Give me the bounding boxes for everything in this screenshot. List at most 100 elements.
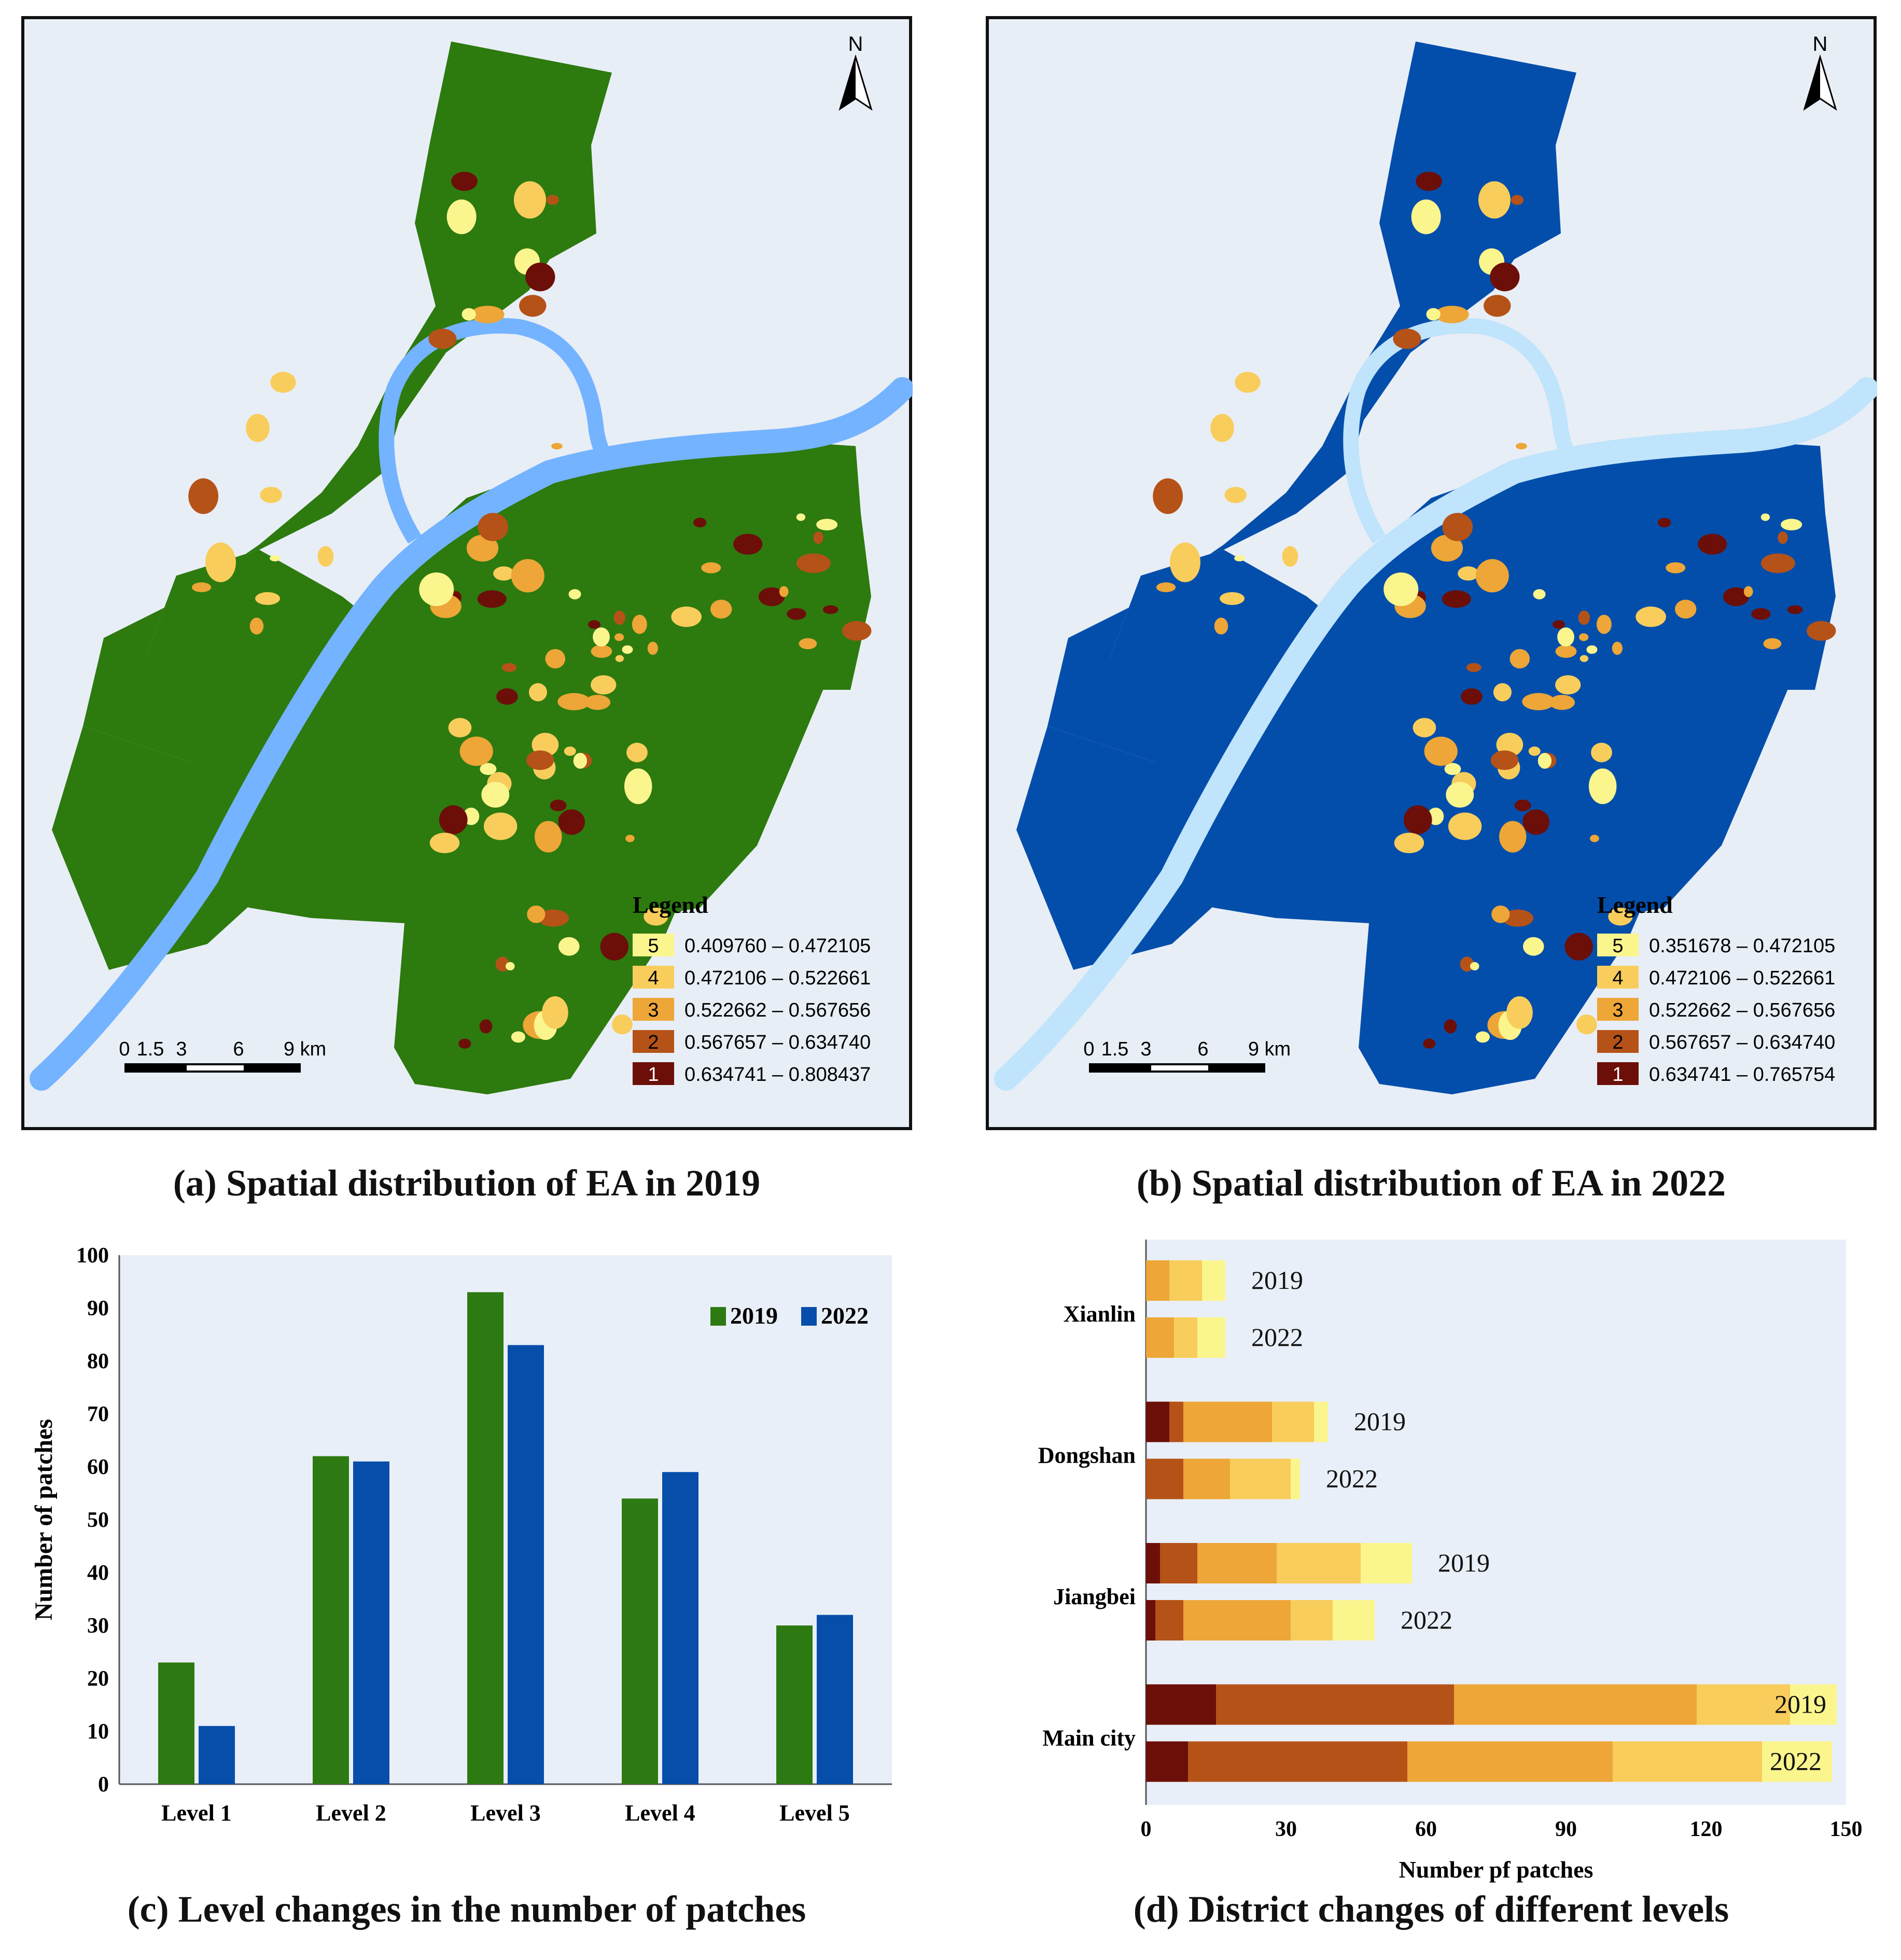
ea-patch: [624, 768, 652, 804]
ea-patch: [1579, 655, 1589, 662]
ea-patch: [1781, 519, 1802, 531]
ea-patch: [270, 555, 281, 562]
ea-patch: [1763, 638, 1782, 649]
ea-patch: [1484, 295, 1511, 317]
ea-patch: [545, 649, 566, 669]
ea-patch: [1555, 645, 1577, 658]
y-axis-label: Number of patches: [30, 1419, 58, 1620]
legend-swatch-2022: [801, 1307, 817, 1326]
stack-segment-level-4: [1613, 1741, 1762, 1782]
ea-patch: [1698, 534, 1727, 555]
bar-2019-level-3: [467, 1292, 504, 1784]
y-tick-label: 80: [87, 1350, 109, 1373]
ea-patch: [538, 909, 569, 927]
ea-patch: [478, 512, 509, 541]
ea-patch: [429, 832, 460, 853]
bar-2022-level-2: [353, 1461, 389, 1784]
ea-patch: [615, 655, 624, 662]
x-tick-label: Level 5: [779, 1800, 850, 1826]
ea-patch: [564, 746, 576, 756]
ea-patch: [1423, 1038, 1436, 1049]
ea-patch: [270, 371, 296, 393]
ea-patch: [1579, 633, 1589, 642]
ea-patch: [1458, 566, 1479, 581]
legend-range: 0.472106 – 0.522661: [1649, 967, 1835, 989]
ea-patch: [1282, 546, 1298, 567]
svg-text:3: 3: [1140, 1038, 1151, 1060]
ea-patch: [1588, 768, 1617, 804]
district-land-south: [394, 825, 695, 1094]
ea-patch: [205, 542, 236, 582]
stack-segment-level-1: [1146, 1600, 1155, 1641]
ea-patch: [1444, 1019, 1457, 1034]
x-tick-label: 60: [1415, 1817, 1437, 1841]
ea-patch: [1514, 799, 1531, 812]
stack-segment-level-3: [1146, 1260, 1169, 1301]
ea-patch: [1214, 617, 1228, 635]
ea-patch: [249, 617, 264, 635]
ea-patch: [1502, 909, 1533, 927]
ea-patch: [693, 518, 707, 527]
legend-code: 3: [648, 999, 659, 1021]
legend-range: 0.567657 – 0.634740: [684, 1032, 871, 1053]
ea-patch: [1490, 262, 1520, 291]
ea-patch: [1413, 718, 1436, 738]
ea-patch: [1461, 688, 1483, 705]
stack-segment-level-3: [1407, 1741, 1613, 1782]
stack-segment-level-4: [1277, 1543, 1361, 1583]
stack-segment-level-3: [1454, 1684, 1697, 1725]
stack-segment-level-3: [1183, 1600, 1291, 1641]
stack-segment-level-1: [1146, 1401, 1169, 1442]
stack-segment-level-5: [1762, 1741, 1832, 1782]
y-tick-label: 0: [98, 1773, 109, 1797]
north-label: N: [1813, 33, 1828, 55]
y-tick-label: 50: [87, 1508, 109, 1532]
ea-patch: [428, 328, 457, 349]
district-land-north: [83, 41, 612, 762]
ea-patch: [1490, 750, 1519, 770]
ea-patch: [842, 621, 872, 641]
north-label: N: [848, 33, 863, 55]
ea-patch: [1553, 620, 1565, 629]
legend-swatch-level-5: [633, 934, 674, 956]
legend-title: Legend: [633, 892, 708, 918]
legend-code: 4: [1612, 967, 1623, 989]
ea-patch: [632, 615, 647, 634]
chart-level-changes: 0 10 20 30 40 50 60 70 80 90 100 Number of patches L…: [30, 1244, 892, 1826]
x-axis-label: Number pf patches: [1399, 1856, 1594, 1883]
y-tick-label: 90: [87, 1297, 109, 1320]
ea-patch: [246, 414, 270, 442]
ea-patch: [584, 694, 610, 710]
ea-patch: [1549, 694, 1575, 710]
ea-patch: [1169, 542, 1200, 582]
x-tick-label: 30: [1275, 1817, 1297, 1841]
bar-2019-level-1: [158, 1662, 194, 1784]
legend-swatch-level-5: [1597, 934, 1639, 956]
year-label: 2019: [1354, 1407, 1406, 1436]
svg-text:6: 6: [1197, 1038, 1208, 1060]
ea-patch: [1220, 592, 1245, 605]
district-land-south: [1359, 825, 1659, 1094]
ea-patch: [1751, 608, 1771, 620]
ea-patch: [1424, 736, 1458, 766]
ea-patch: [626, 743, 648, 762]
y-tick-label: 40: [87, 1561, 109, 1585]
stack-segment-level-2: [1188, 1741, 1407, 1782]
ea-patch: [505, 962, 515, 970]
stack-segment-level-2: [1155, 1600, 1183, 1641]
ea-patch: [1493, 683, 1512, 702]
ea-patch: [493, 566, 514, 581]
ea-patch: [557, 693, 591, 711]
ea-patch: [255, 592, 281, 605]
ea-patch: [614, 633, 624, 642]
ea-patch: [1506, 996, 1533, 1029]
legend-code: 1: [648, 1064, 659, 1086]
district-land-west: [1016, 550, 1359, 970]
ea-patch: [1555, 675, 1581, 695]
ea-patch: [558, 814, 572, 824]
ea-patch: [733, 534, 763, 555]
ea-patch: [1564, 933, 1594, 961]
ea-patch: [1657, 518, 1671, 527]
svg-text:6: 6: [233, 1038, 244, 1060]
